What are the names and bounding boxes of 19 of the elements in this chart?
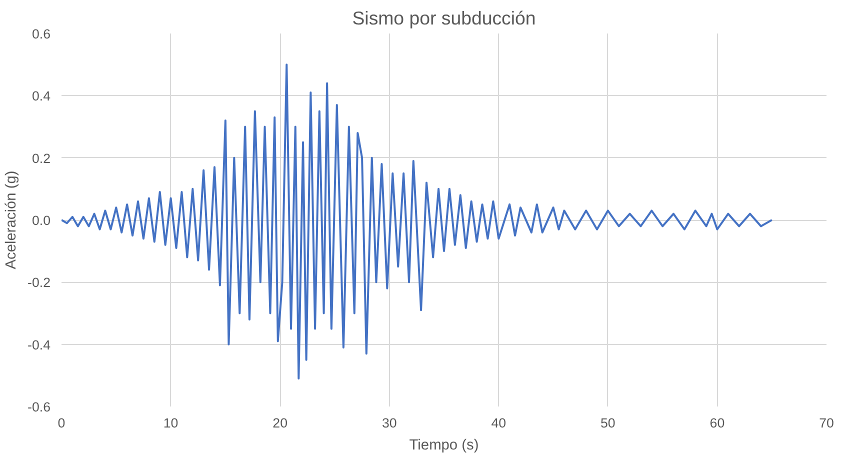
x-tick-label: 20 [272,416,288,430]
y-tick-label: -0.2 [28,275,50,290]
x-tick-label: 30 [382,416,397,430]
y-tick-label: 0.0 [32,213,51,228]
y-tick-label: 0.6 [32,26,51,42]
y-tick-label: -0.6 [28,400,50,414]
chart-title: Sismo por subducción [352,8,536,28]
x-tick-label: 60 [710,416,725,430]
x-tick-label: 40 [491,416,506,430]
x-tick-label: 70 [819,416,834,430]
x-tick-label: 50 [600,416,616,430]
x-axis-title: Tiempo (s) [409,438,479,454]
x-tick-label: 10 [163,416,178,430]
y-tick-label: 0.2 [32,150,51,166]
line-series [62,64,773,380]
y-tick-label: -0.4 [28,337,52,352]
y-tick-label: 0.4 [32,88,52,104]
x-tick-label: 0 [58,416,66,430]
y-axis-title: Aceleración (g) [4,170,20,270]
